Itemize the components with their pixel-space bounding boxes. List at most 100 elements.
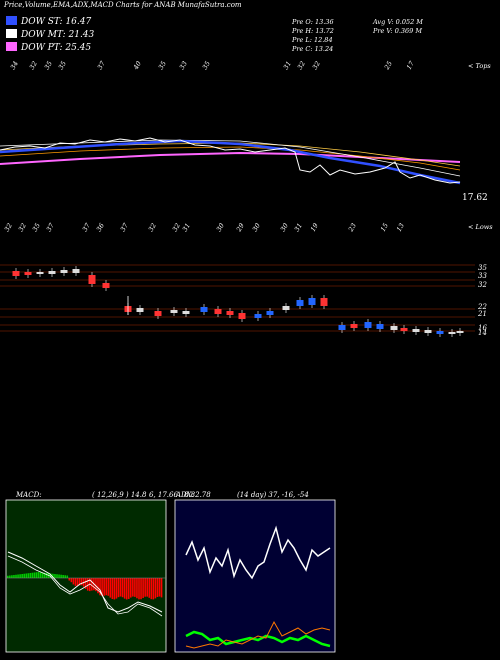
macd-bar-positive: [19, 574, 21, 578]
macd-bar-positive: [58, 574, 60, 578]
candle-body: [214, 309, 222, 314]
adx-lines: [185, 525, 331, 649]
candle-body: [182, 311, 190, 314]
candle-body: [436, 331, 444, 334]
top-tick-number: 31: [282, 60, 293, 71]
candle-body: [72, 269, 80, 273]
adx-minus-di-line: [185, 620, 331, 649]
top-tick-number: 32: [311, 60, 322, 71]
candle-body: [308, 298, 316, 305]
macd-bar-positive: [29, 573, 32, 578]
candle-body: [282, 306, 290, 310]
macd-bar-positive: [39, 572, 42, 578]
low-tick-number: 23: [346, 222, 358, 234]
candle-body: [320, 298, 328, 306]
candle-body: [448, 332, 456, 334]
macd-bar-negative: [107, 578, 110, 596]
macd-extra: 8.82.78: [184, 491, 211, 499]
macd-bar-negative: [115, 578, 118, 599]
low-tick-number: 13: [395, 222, 406, 233]
top-tick-number: 33: [178, 60, 189, 71]
legend-swatch-st: [6, 16, 17, 25]
price-level-label: 21: [477, 310, 487, 318]
macd-bar-negative: [138, 578, 140, 600]
macd-bar-negative: [99, 578, 101, 596]
legend-label-st: DOW ST: 16.47: [21, 17, 92, 27]
macd-bar-negative: [142, 578, 144, 598]
macd-histogram: [6, 551, 166, 617]
candle-body: [170, 310, 178, 313]
macd-bar-negative: [154, 578, 157, 599]
candle-body: [36, 272, 44, 274]
macd-bar-negative: [91, 578, 93, 591]
top-tick-number: 17: [405, 59, 416, 71]
macd-bar-positive: [66, 575, 69, 578]
low-tick-number: 32: [3, 222, 14, 233]
macd-bar-negative: [78, 578, 81, 586]
legend-label-mt: DOW MT: 21.43: [21, 30, 95, 40]
candle-body: [238, 313, 246, 319]
top-tick-number: 35: [57, 60, 68, 71]
macd-bar-negative: [117, 578, 120, 598]
legend-label-pt: DOW PT: 25.45: [21, 43, 92, 53]
macd-bar-positive: [35, 572, 38, 578]
macd-bar-negative: [150, 578, 153, 600]
macd-bar-negative: [113, 578, 116, 600]
last-price-label: 17.62: [462, 193, 488, 203]
macd-bar-positive: [62, 575, 64, 578]
top-tick-number: 32: [296, 60, 307, 71]
macd-bar-positive: [13, 575, 15, 578]
price-level-label: 33: [478, 272, 487, 280]
macd-bar-negative: [136, 578, 138, 599]
ema-lines: [0, 139, 461, 185]
macd-bar-negative: [86, 578, 89, 591]
macd-bar-negative: [125, 578, 128, 600]
macd-bar-positive: [25, 573, 28, 578]
macd-bar-positive: [54, 574, 56, 578]
top-tick-number: 35: [201, 60, 212, 71]
top-tick-number: 35: [43, 60, 54, 71]
macd-bar-negative: [134, 578, 136, 597]
candle-body: [60, 270, 68, 273]
ema-short-line: [0, 139, 461, 185]
candle-body: [338, 325, 346, 330]
top-tick-number: 35: [157, 60, 168, 71]
legend-swatch-pt: [6, 42, 17, 51]
price-level-label: 16: [478, 324, 487, 332]
macd-bar-positive: [37, 572, 40, 578]
low-tick-number: 35: [31, 222, 42, 233]
ema-mid-line-3: [0, 139, 461, 177]
macd-bar-positive: [56, 574, 58, 578]
macd-bar-negative: [132, 578, 134, 597]
macd-bar-negative: [123, 578, 126, 599]
macd-bar-positive: [52, 573, 54, 578]
macd-bar-negative: [101, 578, 103, 597]
low-tick-number: 19: [309, 222, 320, 233]
candle-body: [200, 307, 208, 312]
low-tick-number: 15: [379, 222, 390, 233]
macd-bar-negative: [146, 578, 148, 597]
candle-body: [226, 311, 234, 315]
candle-body: [254, 314, 262, 318]
top-tick-number: 37: [96, 59, 107, 71]
price-level-label: 32: [478, 281, 487, 289]
prev-low: Pre L: 12.84: [292, 36, 333, 44]
tops-label: < Tops: [468, 62, 491, 70]
legend-dow-mt: DOW MT: 21.43: [6, 29, 94, 42]
prev-close: Pre C: 13.24: [292, 45, 334, 53]
macd-bar-negative: [84, 578, 87, 589]
macd-bar-negative: [127, 578, 130, 599]
macd-bar-negative: [111, 578, 114, 600]
macd-bar-negative: [160, 578, 163, 598]
top-tick-number: 25: [382, 60, 394, 72]
macd-bar-positive: [27, 573, 30, 578]
macd-signal-line: [7, 555, 163, 617]
low-tick-number: 36: [95, 222, 106, 233]
low-tick-number: 37: [119, 221, 130, 233]
candle-body: [24, 272, 32, 275]
macd-label: MACD:: [16, 491, 42, 499]
macd-bar-negative: [68, 578, 71, 581]
candle-body: [376, 324, 384, 329]
